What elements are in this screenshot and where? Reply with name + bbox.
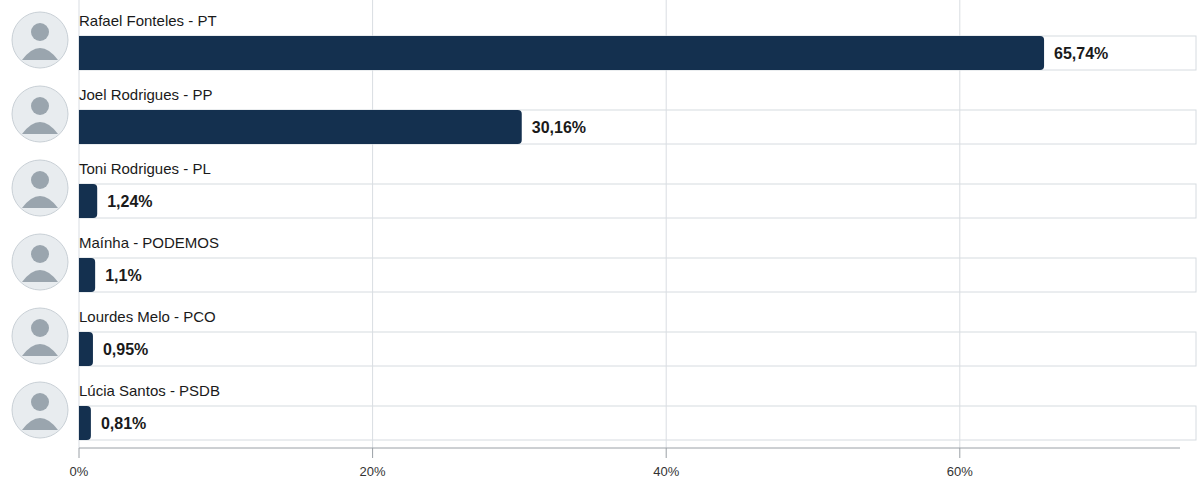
data-label: 0,81%	[101, 415, 146, 432]
category-label: Joel Rodrigues - PP	[79, 86, 212, 103]
category-label: Rafael Fonteles - PT	[79, 12, 217, 29]
avatar-head	[31, 171, 49, 189]
row-frame	[79, 258, 1196, 292]
avatar	[12, 86, 68, 142]
tick-mark	[372, 448, 373, 458]
tick-label: 0%	[70, 464, 89, 479]
row-frame	[79, 332, 1196, 366]
avatar-body	[22, 122, 58, 134]
tick-mark	[666, 448, 667, 458]
avatar-head	[31, 23, 49, 41]
bar	[79, 332, 93, 366]
category-label: Lúcia Santos - PSDB	[79, 382, 220, 399]
avatar-head	[31, 393, 49, 411]
avatar-body	[22, 196, 58, 208]
avatar-head	[31, 97, 49, 115]
avatar	[12, 382, 68, 438]
category-label: Lourdes Melo - PCO	[79, 308, 216, 325]
data-label: 30,16%	[532, 119, 586, 136]
tick-label: 60%	[947, 464, 973, 479]
avatar-head	[31, 245, 49, 263]
row-frame	[79, 110, 1196, 144]
data-label: 1,1%	[105, 267, 141, 284]
bars	[79, 36, 1044, 440]
tick-mark	[959, 448, 960, 458]
data-label: 0,95%	[103, 341, 148, 358]
bar	[79, 36, 1044, 70]
avatar	[12, 234, 68, 290]
row-frame	[79, 184, 1196, 218]
bar	[79, 184, 97, 218]
avatar-body	[22, 418, 58, 430]
category-label: Toni Rodrigues - PL	[79, 160, 211, 177]
tick-label: 20%	[360, 464, 386, 479]
tick-label: 40%	[653, 464, 679, 479]
data-label: 65,74%	[1054, 45, 1108, 62]
avatar	[12, 308, 68, 364]
row-frame	[79, 36, 1196, 70]
category-label: Maínha - PODEMOS	[79, 234, 219, 251]
row-frame	[79, 406, 1196, 440]
chart: Rafael Fonteles - PT 65,74% Joel Rodrigues…	[0, 0, 1200, 486]
bar	[79, 110, 522, 144]
data-label: 1,24%	[107, 193, 152, 210]
avatar-body	[22, 270, 58, 282]
x-axis	[79, 448, 1180, 449]
avatar	[12, 12, 68, 68]
avatar-head	[31, 319, 49, 337]
avatar-body	[22, 48, 58, 60]
tick-mark	[79, 448, 80, 458]
bar	[79, 258, 95, 292]
bar	[79, 406, 91, 440]
avatar	[12, 160, 68, 216]
avatar-body	[22, 344, 58, 356]
